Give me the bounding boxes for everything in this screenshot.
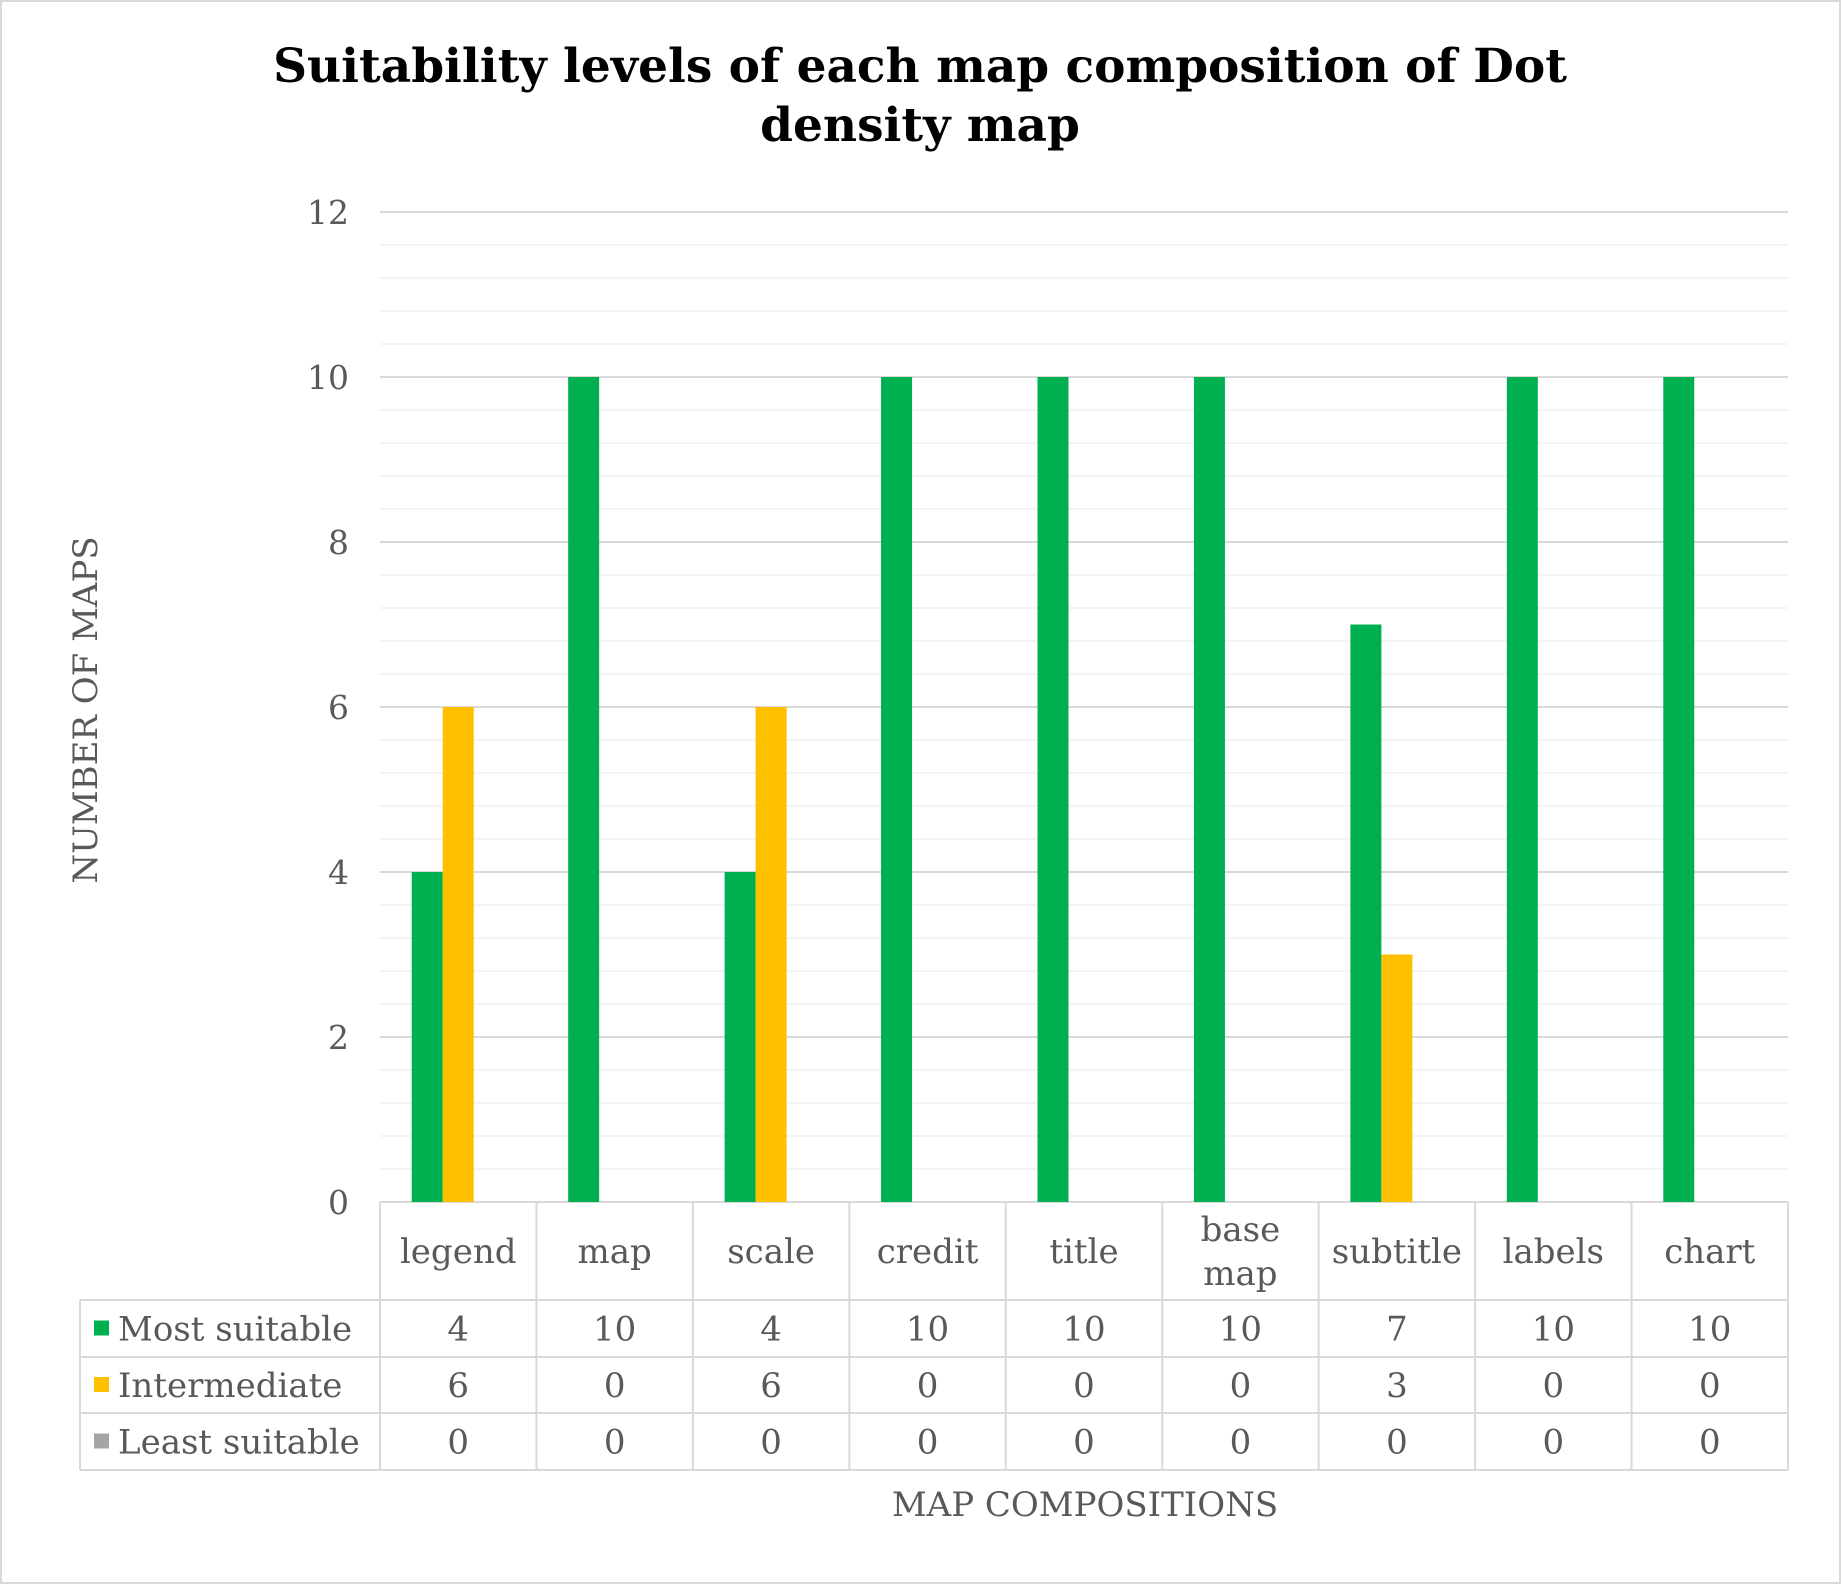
table-value: 0 bbox=[1543, 1423, 1565, 1463]
table-value: 0 bbox=[1073, 1366, 1095, 1406]
y-tick-label: 12 bbox=[307, 193, 349, 232]
table-value: 7 bbox=[1386, 1310, 1408, 1350]
bar-most-suitable bbox=[1193, 377, 1225, 1202]
chart-title-line-1: Suitability levels of each map compositi… bbox=[273, 39, 1567, 94]
y-axis-ticks: 0 2 4 6 8 10 12 bbox=[307, 193, 349, 1222]
table-value: 0 bbox=[1543, 1366, 1565, 1406]
table-value: 0 bbox=[1699, 1366, 1721, 1406]
category-label: subtitle bbox=[1332, 1232, 1462, 1272]
data-table: Most suitable 4 10 4 10 10 10 7 10 10 Intermediate… bbox=[94, 1310, 1731, 1463]
bar-most-suitable bbox=[1037, 377, 1069, 1202]
legend-label: Intermediate bbox=[118, 1366, 342, 1406]
y-tick-label: 8 bbox=[328, 523, 349, 562]
bar-most-suitable bbox=[411, 872, 443, 1202]
bar-most-suitable bbox=[1350, 624, 1382, 1202]
bar-most-suitable bbox=[1663, 377, 1695, 1202]
table-value: 10 bbox=[1532, 1310, 1575, 1350]
y-axis-label: NUMBER OF MAPS bbox=[66, 536, 106, 883]
table-value: 10 bbox=[593, 1310, 636, 1350]
table-value: 0 bbox=[1386, 1423, 1408, 1463]
gridlines bbox=[380, 211, 1788, 1170]
x-axis-label: MAP COMPOSITIONS bbox=[892, 1485, 1278, 1525]
table-value: 4 bbox=[760, 1310, 782, 1350]
y-tick-label: 4 bbox=[328, 853, 349, 892]
category-label: labels bbox=[1503, 1232, 1604, 1272]
bar-most-suitable bbox=[881, 377, 913, 1202]
category-label: title bbox=[1049, 1232, 1118, 1272]
table-value: 6 bbox=[760, 1366, 782, 1406]
table-value: 0 bbox=[604, 1423, 626, 1463]
y-tick-label: 10 bbox=[307, 358, 349, 397]
y-tick-label: 2 bbox=[328, 1018, 349, 1057]
category-label: credit bbox=[877, 1232, 979, 1272]
data-table-lines bbox=[79, 1201, 1789, 1471]
table-value: 0 bbox=[447, 1423, 469, 1463]
legend-label: Most suitable bbox=[118, 1310, 352, 1350]
category-label: base map bbox=[1201, 1210, 1281, 1294]
legend-key-least-suitable bbox=[94, 1433, 109, 1449]
table-value: 4 bbox=[447, 1310, 469, 1350]
table-value: 0 bbox=[1699, 1423, 1721, 1463]
category-labels: legend map scale credit title base map subtitle… bbox=[400, 1210, 1756, 1294]
bar-intermediate bbox=[442, 707, 474, 1202]
table-value: 0 bbox=[1230, 1366, 1252, 1406]
y-tick-label: 6 bbox=[328, 688, 349, 727]
table-value: 3 bbox=[1386, 1366, 1408, 1406]
table-value: 10 bbox=[1062, 1310, 1105, 1350]
y-tick-label: 0 bbox=[328, 1183, 349, 1222]
table-value: 0 bbox=[604, 1366, 626, 1406]
bar-intermediate bbox=[755, 707, 787, 1202]
table-value: 0 bbox=[917, 1366, 939, 1406]
bars bbox=[411, 377, 1695, 1202]
table-value: 0 bbox=[1073, 1423, 1095, 1463]
table-value: 10 bbox=[1688, 1310, 1731, 1350]
chart-title-line-2: density map bbox=[760, 98, 1080, 153]
category-label: scale bbox=[727, 1232, 815, 1272]
category-label: chart bbox=[1664, 1232, 1755, 1272]
bar-intermediate bbox=[1381, 954, 1413, 1202]
bar-most-suitable bbox=[1506, 377, 1538, 1202]
legend-key-intermediate bbox=[94, 1377, 109, 1392]
legend-label: Least suitable bbox=[118, 1423, 360, 1463]
category-label: map bbox=[578, 1232, 652, 1272]
bar-most-suitable bbox=[568, 377, 600, 1202]
table-value: 0 bbox=[917, 1423, 939, 1463]
table-value: 0 bbox=[1230, 1423, 1252, 1463]
table-value: 10 bbox=[1219, 1310, 1262, 1350]
major-gridlines bbox=[380, 211, 1788, 1038]
bar-most-suitable bbox=[724, 872, 756, 1202]
category-label: legend bbox=[400, 1232, 517, 1272]
table-value: 6 bbox=[447, 1366, 469, 1406]
table-value: 10 bbox=[906, 1310, 949, 1350]
table-value: 0 bbox=[760, 1423, 782, 1463]
legend-key-most-suitable bbox=[94, 1320, 109, 1336]
minor-gridlines bbox=[380, 244, 1788, 1170]
